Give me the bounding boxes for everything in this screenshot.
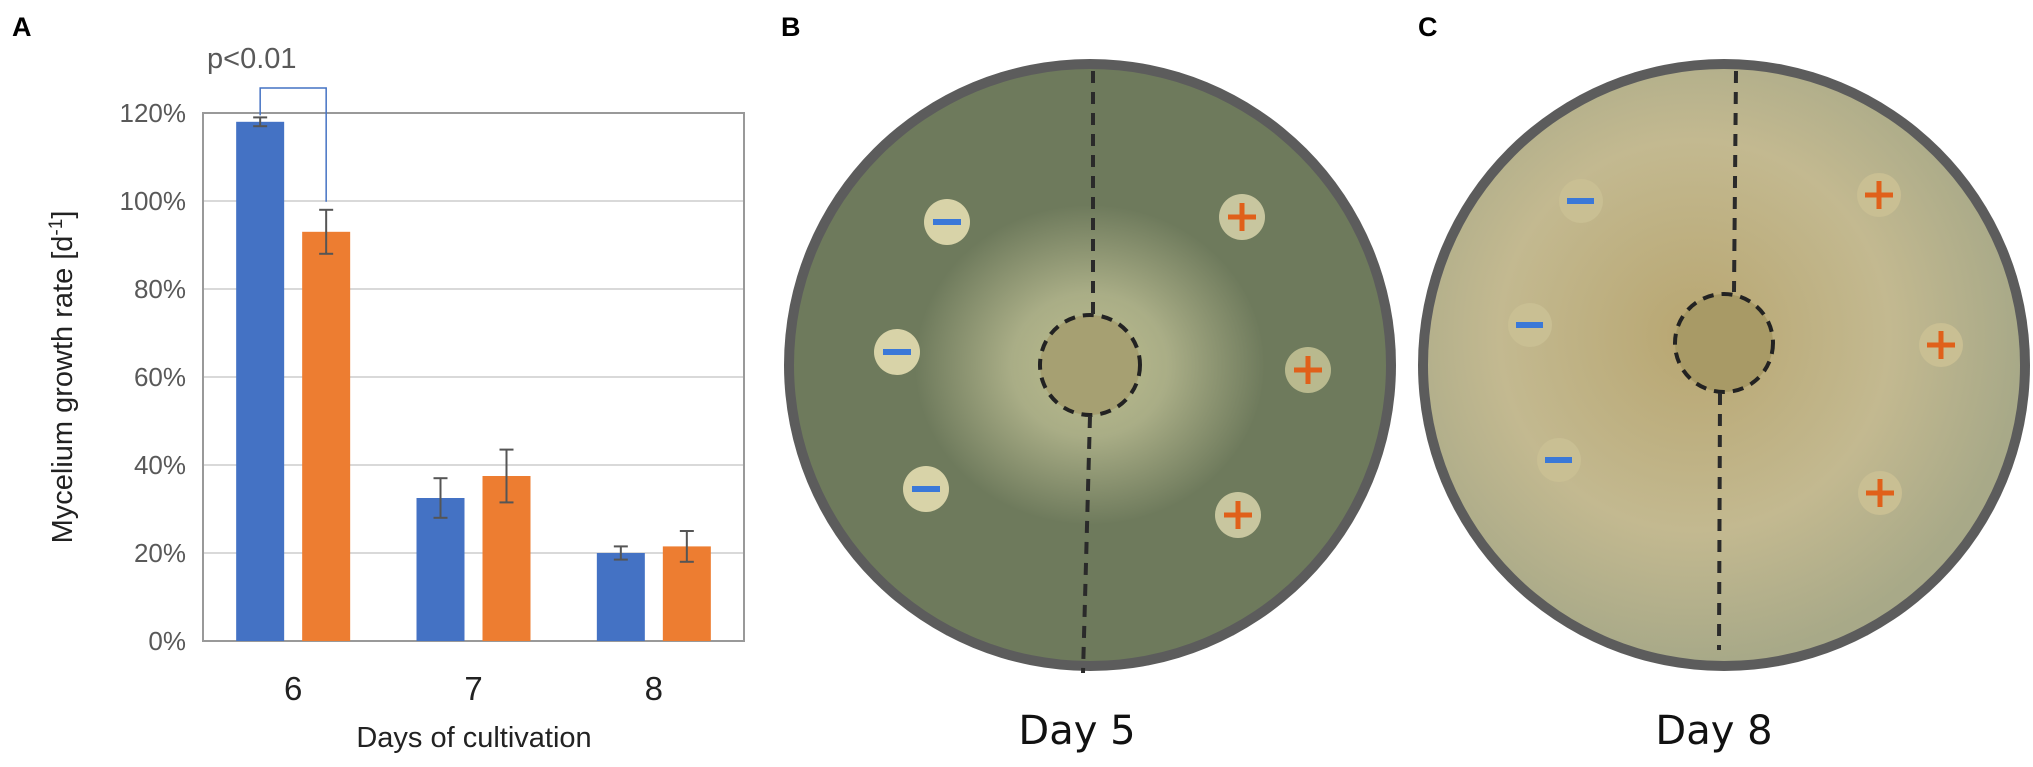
bar (302, 231, 351, 642)
y-axis-title: Mycelium growth rate [d-1] (46, 211, 79, 544)
error-bars (253, 116, 694, 563)
plus-mark (1294, 356, 1322, 384)
panel-c-label: C (1418, 12, 1438, 42)
plus-mark (1866, 479, 1894, 507)
division-line-bottom (1717, 392, 1722, 651)
panel-a-label: A (12, 12, 32, 42)
panel-b-label: B (781, 12, 801, 42)
bar (416, 498, 465, 641)
bar (596, 553, 645, 641)
minus-mark (912, 486, 940, 492)
plot-area-frame (202, 112, 745, 642)
bar (482, 476, 531, 641)
y-tick-label: 40% (134, 450, 186, 480)
x-tick-label: 8 (645, 670, 663, 707)
minus-mark (1545, 457, 1572, 463)
y-tick-label: 120% (120, 98, 187, 128)
significance-line (259, 87, 327, 202)
plus-mark (1927, 331, 1955, 359)
bar (236, 121, 285, 642)
y-tick-label: 80% (134, 274, 186, 304)
inoculum-center (1038, 313, 1142, 417)
x-tick-label: 6 (284, 670, 302, 707)
minus-mark (1567, 198, 1594, 204)
division-line-top (1732, 70, 1738, 293)
inoculum-center (1673, 292, 1775, 394)
petri-dish-day8 (1418, 59, 2030, 671)
y-tick-label: 60% (134, 362, 186, 392)
x-axis-title: Days of cultivation (356, 722, 591, 754)
x-tick-labels: 6 7 8 (284, 670, 663, 707)
plus-mark (1865, 181, 1893, 209)
plus-mark (1224, 501, 1252, 529)
bar-chart: 0% 20% 40% 60% 80% 100% 120% 6 7 8 p<0.01 Days o… (46, 43, 745, 754)
x-tick-label: 7 (464, 670, 482, 707)
y-tick-labels: 0% 20% 40% 60% 80% 100% 120% (120, 98, 187, 656)
y-tick-label: 20% (134, 538, 186, 568)
y-tick-label: 0% (148, 626, 186, 656)
minus-mark (933, 219, 961, 225)
plus-mark (1228, 203, 1256, 231)
y-axis-title-main: Mycelium growth rate [d (47, 236, 79, 544)
petri-dish-day5 (784, 59, 1396, 674)
caption-day5: Day 5 (1018, 708, 1136, 754)
division-line-bottom (1081, 415, 1092, 674)
significance-bracket: p<0.01 (207, 43, 327, 202)
minus-mark (883, 349, 911, 355)
y-axis-title-suffix: ] (47, 211, 79, 219)
y-axis-title-sup: -1 (46, 219, 67, 236)
minus-mark (1516, 322, 1543, 328)
bars (236, 121, 711, 642)
significance-label: p<0.01 (207, 43, 297, 75)
gridlines (203, 200, 744, 554)
y-tick-label: 100% (120, 186, 187, 216)
caption-day8: Day 8 (1655, 708, 1773, 754)
